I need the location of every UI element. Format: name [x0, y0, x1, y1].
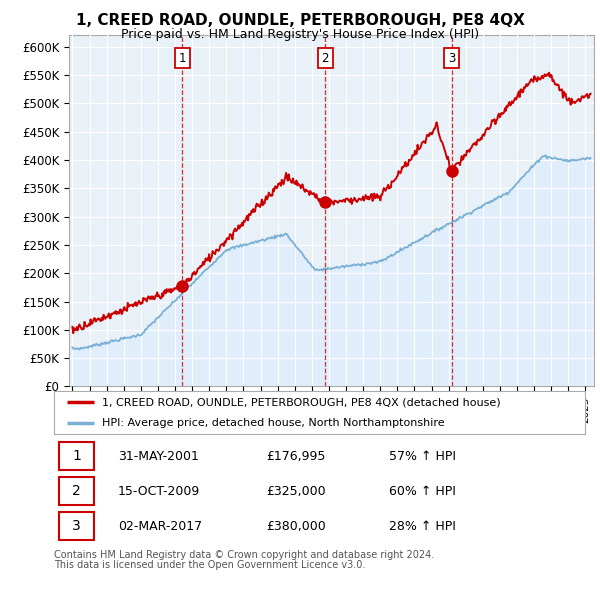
Text: 2: 2: [72, 484, 81, 498]
Text: £176,995: £176,995: [266, 450, 326, 463]
Text: 02-MAR-2017: 02-MAR-2017: [118, 520, 202, 533]
Text: 31-MAY-2001: 31-MAY-2001: [118, 450, 199, 463]
Text: 1, CREED ROAD, OUNDLE, PETERBOROUGH, PE8 4QX: 1, CREED ROAD, OUNDLE, PETERBOROUGH, PE8…: [76, 13, 524, 28]
FancyBboxPatch shape: [59, 512, 94, 540]
Text: 3: 3: [72, 519, 81, 533]
Text: 57% ↑ HPI: 57% ↑ HPI: [389, 450, 455, 463]
Text: 1: 1: [72, 449, 81, 463]
Text: 1, CREED ROAD, OUNDLE, PETERBOROUGH, PE8 4QX (detached house): 1, CREED ROAD, OUNDLE, PETERBOROUGH, PE8…: [102, 397, 500, 407]
Text: 1: 1: [178, 52, 186, 65]
Text: 15-OCT-2009: 15-OCT-2009: [118, 484, 200, 498]
Text: 28% ↑ HPI: 28% ↑ HPI: [389, 520, 455, 533]
Text: Contains HM Land Registry data © Crown copyright and database right 2024.: Contains HM Land Registry data © Crown c…: [54, 550, 434, 560]
Text: Price paid vs. HM Land Registry's House Price Index (HPI): Price paid vs. HM Land Registry's House …: [121, 28, 479, 41]
Text: This data is licensed under the Open Government Licence v3.0.: This data is licensed under the Open Gov…: [54, 560, 365, 571]
FancyBboxPatch shape: [59, 477, 94, 506]
Text: HPI: Average price, detached house, North Northamptonshire: HPI: Average price, detached house, Nort…: [102, 418, 445, 428]
Text: 60% ↑ HPI: 60% ↑ HPI: [389, 484, 455, 498]
Text: £380,000: £380,000: [266, 520, 326, 533]
Text: £325,000: £325,000: [266, 484, 326, 498]
FancyBboxPatch shape: [59, 442, 94, 470]
Text: 2: 2: [322, 52, 329, 65]
Text: 3: 3: [448, 52, 455, 65]
